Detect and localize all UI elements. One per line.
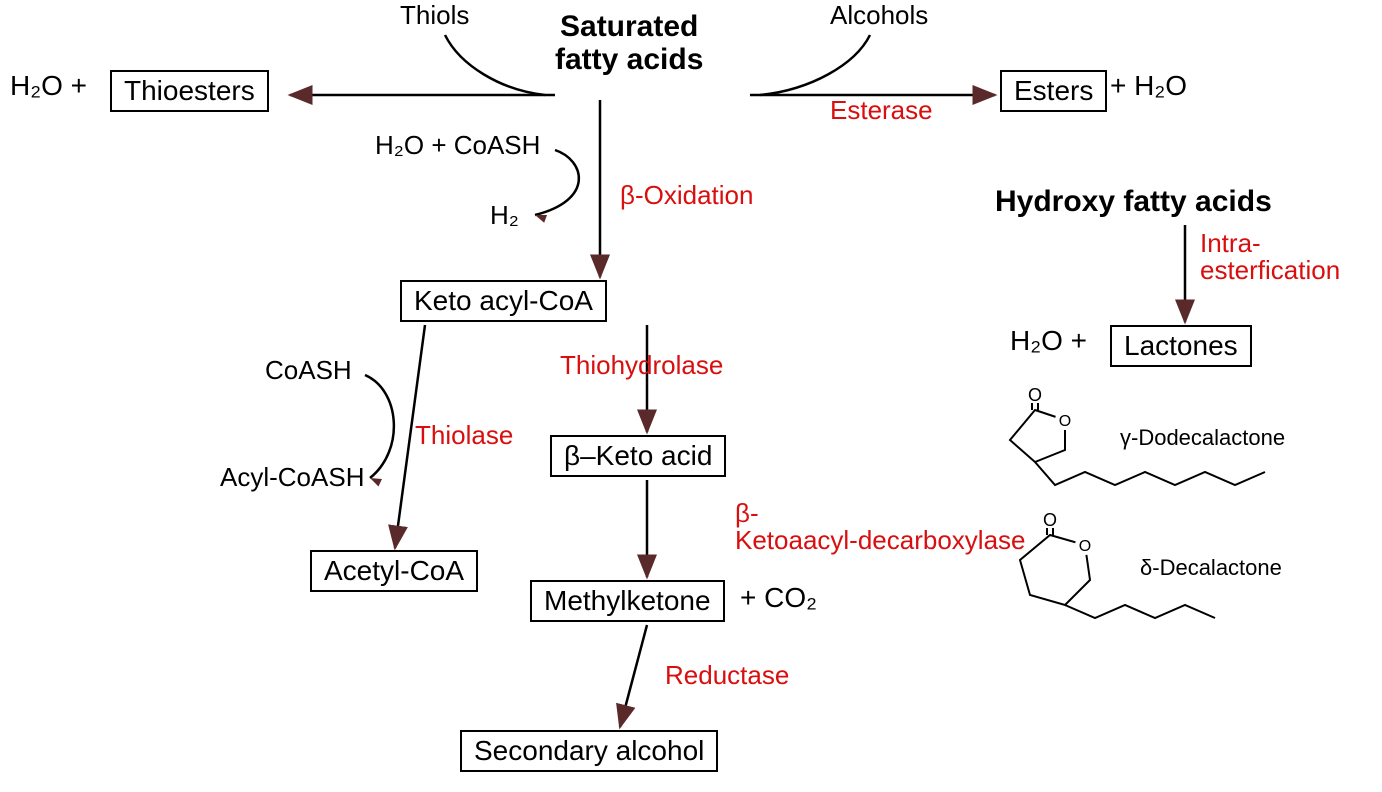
svg-text:O: O: [1043, 510, 1057, 530]
node-sat_fa: Saturatedfatty acids: [555, 10, 703, 76]
enzyme-label-reductase: Reductase: [665, 660, 789, 691]
node-b_keto_acid: β–Keto acid: [550, 435, 726, 477]
node-h2o_right: + H₂O: [1110, 70, 1187, 102]
node-h2: H₂: [490, 200, 519, 231]
node-acyl_coash: Acyl-CoASH: [220, 462, 364, 493]
node-methylketone: Methylketone: [530, 580, 725, 622]
node-acetyl_coa: Acetyl-CoA: [310, 550, 478, 592]
node-plus_co2: + CO₂: [740, 582, 817, 614]
node-alcohols: Alcohols: [830, 0, 928, 31]
enzyme-label-b_ketodecarb: β-Ketoaacyl-decarboxylase: [735, 500, 1026, 555]
edge-6: [620, 625, 647, 727]
node-thiols: Thiols: [400, 0, 469, 31]
diagram-canvas: OOOO Saturatedfatty acidsThiolsAlcoholsH…: [0, 0, 1382, 792]
node-hydroxy_fa: Hydroxy fatty acids: [995, 185, 1272, 219]
node-d_deca: δ-Decalactone: [1140, 555, 1282, 581]
curve-arrowhead-2: [535, 215, 547, 223]
enzyme-label-b_oxidation: β-Oxidation: [620, 180, 753, 211]
enzyme-label-esterase: Esterase: [830, 95, 933, 126]
svg-text:O: O: [1028, 385, 1042, 405]
node-h2o_left: H₂O +: [10, 70, 87, 102]
node-h2o_coash: H₂O + CoASH: [375, 130, 540, 161]
curve-0: [445, 35, 545, 95]
node-keto_acylcoa: Keto acyl-CoA: [400, 280, 607, 322]
node-thioesters: Thioesters: [110, 70, 269, 112]
node-coash: CoASH: [265, 355, 352, 386]
node-lactones: Lactones: [1110, 325, 1252, 367]
curve-2: [535, 150, 579, 215]
node-esters: Esters: [1000, 70, 1107, 112]
curve-3: [365, 375, 394, 478]
svg-text:O: O: [1079, 538, 1091, 555]
node-g_dodeca: γ-Dodecalactone: [1120, 425, 1285, 451]
enzyme-label-intra_est: Intra-esterfication: [1200, 230, 1340, 285]
curve-arrowhead-3: [370, 478, 382, 486]
enzyme-label-thiohydro: Thiohydrolase: [560, 350, 723, 381]
node-h2o_lact: H₂O +: [1010, 325, 1087, 357]
enzyme-label-thiolase: Thiolase: [415, 420, 513, 451]
curve-1: [760, 35, 870, 95]
svg-text:O: O: [1059, 413, 1071, 430]
node-sec_alcohol: Secondary alcohol: [460, 730, 718, 772]
